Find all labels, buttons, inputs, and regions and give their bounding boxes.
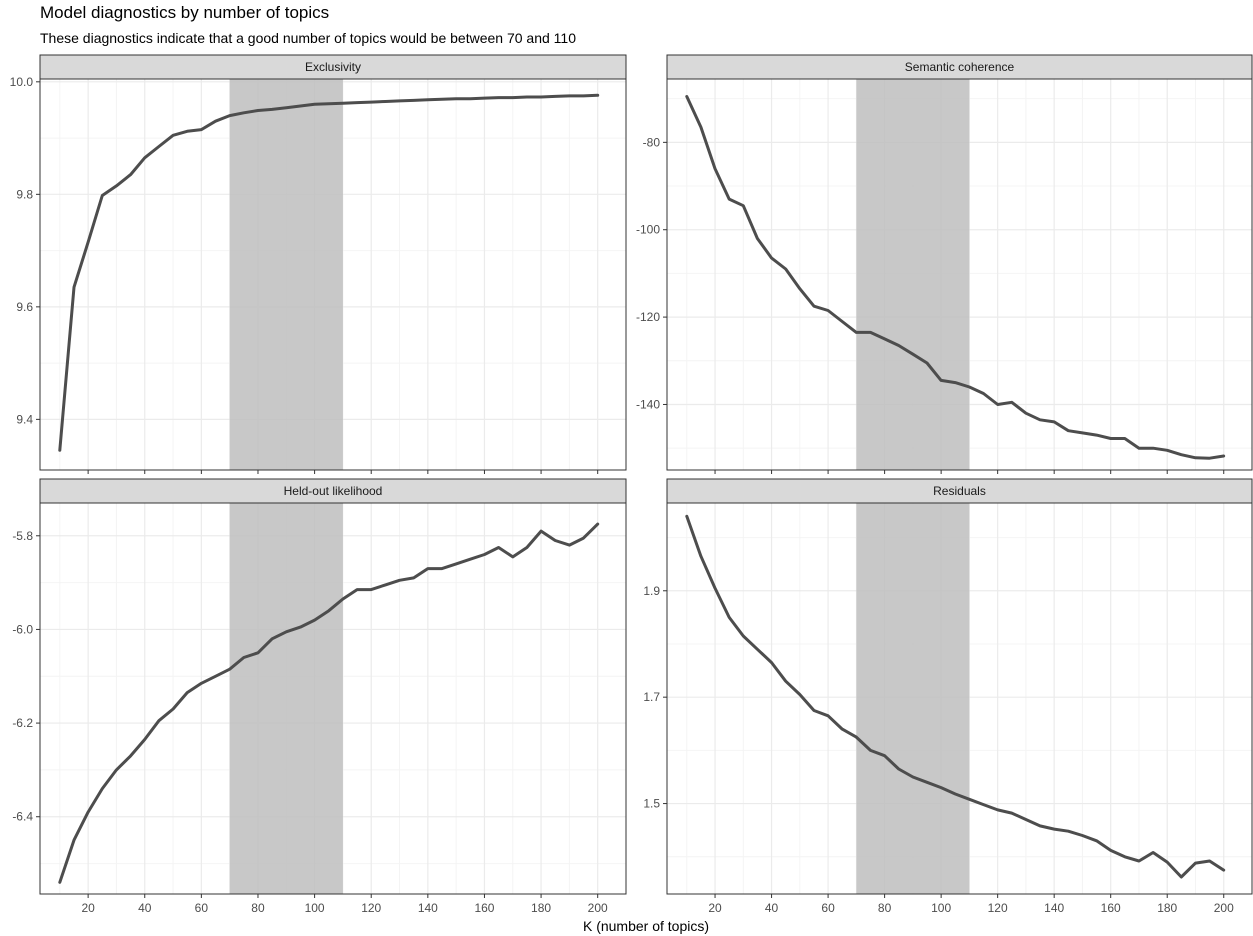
series-line (685, 514, 1226, 879)
facet-strip-label: Held-out likelihood (284, 484, 383, 498)
y-tick-label: 9.4 (16, 412, 33, 426)
y-tick-label: -80 (643, 135, 661, 149)
x-tick-label: 60 (821, 901, 835, 915)
x-tick-label: 200 (1214, 901, 1234, 915)
x-tick-label: 120 (988, 901, 1008, 915)
highlight-band (856, 79, 970, 470)
y-tick-label: 1.9 (643, 584, 660, 598)
y-tick-label: -5.8 (12, 529, 33, 543)
facet-strip-label: Semantic coherence (905, 60, 1015, 74)
x-tick-label: 180 (531, 901, 551, 915)
y-tick-label: 9.6 (16, 300, 33, 314)
facet-panel: Held-out likelihood -6.4 -6.2 -6.0 -5.8 20 40 6… (12, 478, 627, 915)
y-tick-label: -140 (636, 397, 660, 411)
x-tick-label: 20 (81, 901, 95, 915)
facet-panel: Semantic coherence -140 -120 -100 -80 (636, 54, 1253, 474)
y-tick-label: 1.7 (643, 690, 660, 704)
y-tick-label: 1.5 (643, 797, 660, 811)
x-tick-label: 120 (361, 901, 381, 915)
highlight-band (229, 503, 343, 894)
y-tick-label: -6.2 (12, 716, 33, 730)
x-tick-label: 60 (195, 901, 209, 915)
highlight-band (856, 503, 970, 894)
facet-strip-label: Residuals (933, 484, 986, 498)
y-tick-label: 9.8 (16, 187, 33, 201)
y-tick-label: -120 (636, 310, 660, 324)
x-tick-label: 140 (1044, 901, 1064, 915)
series-line (58, 522, 600, 884)
x-tick-label: 100 (305, 901, 325, 915)
facet-strip (666, 54, 1253, 80)
x-tick-label: 180 (1157, 901, 1177, 915)
facet-panel: Exclusivity 9.4 9.6 9.8 10.0 (10, 54, 627, 474)
x-axis-label: K (number of topics) (583, 918, 709, 934)
x-tick-label: 80 (878, 901, 892, 915)
x-tick-label: 160 (1101, 901, 1121, 915)
x-tick-label: 200 (588, 901, 608, 915)
x-tick-label: 140 (418, 901, 438, 915)
x-tick-label: 160 (474, 901, 494, 915)
highlight-band (229, 79, 343, 470)
facet-strip (666, 478, 1253, 504)
y-tick-label: 10.0 (10, 75, 34, 89)
x-tick-label: 20 (708, 901, 722, 915)
series-line (58, 93, 600, 452)
facet-strip (39, 54, 627, 80)
y-tick-label: -6.4 (12, 810, 33, 824)
facet-strip-label: Exclusivity (305, 60, 361, 74)
chart-subtitle: These diagnostics indicate that a good n… (40, 30, 576, 46)
x-tick-label: 40 (765, 901, 779, 915)
series-line (685, 95, 1226, 460)
y-tick-label: -100 (636, 223, 660, 237)
facet-panel: Residuals 1.5 1.7 1.9 20 40 60 80 100 120 140 160 18… (643, 478, 1253, 915)
chart-title: Model diagnostics by number of topics (40, 3, 330, 22)
x-tick-label: 80 (251, 901, 265, 915)
x-tick-label: 100 (931, 901, 951, 915)
y-tick-label: -6.0 (12, 622, 33, 636)
facet-strip (39, 478, 627, 504)
x-tick-label: 40 (138, 901, 152, 915)
